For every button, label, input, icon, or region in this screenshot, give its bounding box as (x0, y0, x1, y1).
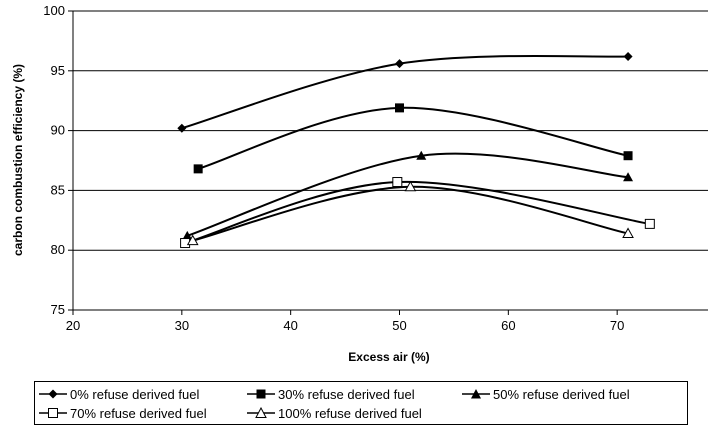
y-tick-label-100: 100 (43, 3, 65, 18)
tick-labels: 758085909510020304050607080 (43, 3, 624, 333)
x-tick-label-20: 20 (66, 318, 80, 333)
legend-item-1: 30% refuse derived fuel (247, 384, 415, 404)
data-point-0-0 (177, 123, 187, 133)
x-tick-label-50: 50 (392, 318, 406, 333)
legend-label-0: 0% refuse derived fuel (70, 386, 200, 402)
y-tick-label-95: 95 (51, 63, 65, 78)
data-point-3-2 (644, 218, 655, 229)
series-3 (180, 177, 655, 249)
data-point-4-2 (622, 227, 634, 238)
series-0 (177, 51, 633, 133)
legend-item-4: 100% refuse derived fuel (247, 403, 422, 423)
data-point-1-2 (623, 151, 633, 161)
data-point-2-1 (416, 150, 427, 160)
axes (68, 10, 708, 315)
legend-marker-square-filled (247, 389, 275, 399)
x-tick-label-30: 30 (175, 318, 189, 333)
data-point-2-0 (182, 230, 193, 240)
legend-label-4: 100% refuse derived fuel (278, 405, 422, 421)
x-tick-label-60: 60 (501, 318, 515, 333)
y-tick-label-90: 90 (51, 123, 65, 138)
line-chart: 758085909510020304050607080 Excess air (… (11, 3, 708, 364)
legend-item-3: 70% refuse derived fuel (39, 403, 207, 423)
y-tick-label-85: 85 (51, 182, 65, 197)
legend-item-0: 0% refuse derived fuel (39, 384, 199, 404)
legend-marker-triangle-open (247, 407, 275, 418)
data-point-0-1 (395, 59, 404, 69)
legend-marker-diamond-filled (39, 389, 67, 399)
series-1 (193, 103, 633, 174)
data-point-1-0 (193, 164, 203, 174)
series-2 (182, 150, 634, 240)
legend: 0% refuse derived fuel 30% refuse derive… (34, 381, 688, 425)
y-tick-label-75: 75 (51, 302, 65, 317)
data-point-2-2 (623, 172, 634, 182)
legend-label-3: 70% refuse derived fuel (70, 405, 207, 421)
legend-marker-square-open (39, 408, 67, 418)
plot-area (73, 11, 708, 310)
y-tick-label-80: 80 (51, 242, 65, 257)
data-point-4-0 (186, 234, 199, 246)
data-point-1-1 (395, 103, 404, 113)
x-axis-title: Excess air (%) (348, 350, 429, 364)
legend-item-2: 50% refuse derived fuel (462, 384, 630, 404)
x-tick-label-70: 70 (610, 318, 624, 333)
legend-marker-triangle-filled (462, 389, 490, 399)
legend-label-1: 30% refuse derived fuel (278, 386, 415, 402)
data-series (177, 51, 655, 249)
y-axis-title: carbon combustion efficiency (%) (11, 64, 25, 256)
legend-label-2: 50% refuse derived fuel (493, 386, 630, 402)
data-point-4-1 (404, 180, 417, 192)
series-4 (186, 180, 634, 246)
data-point-0-2 (623, 51, 633, 61)
x-tick-label-40: 40 (283, 318, 297, 333)
data-point-3-1 (392, 177, 403, 188)
